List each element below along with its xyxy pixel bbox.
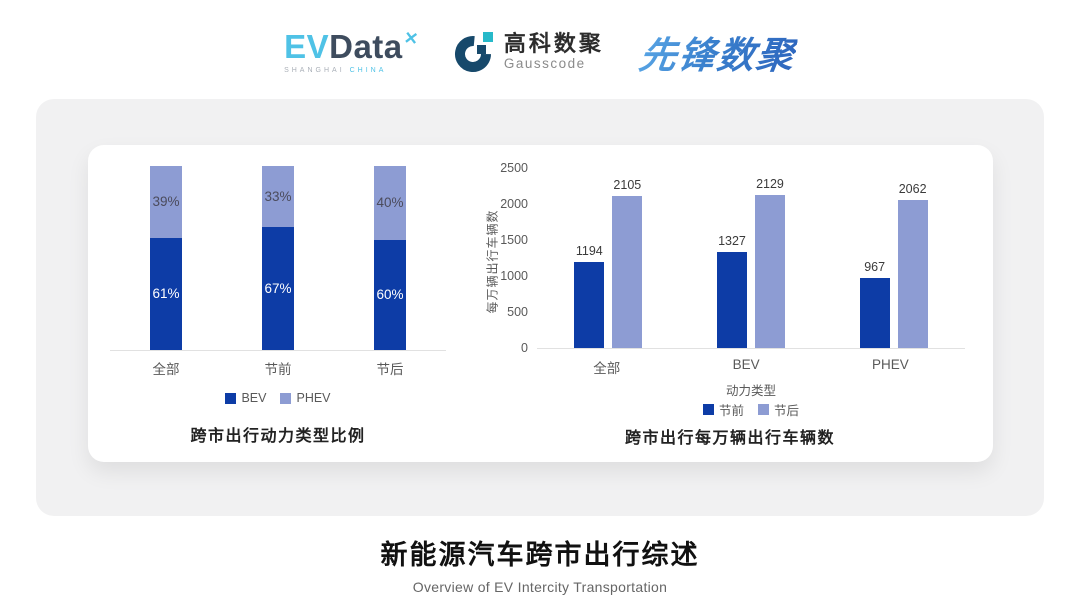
grouped-chart-legend-label: 节后	[774, 404, 800, 418]
evdata-wordmark: EV Data ✕	[284, 28, 420, 65]
grouped-chart-categories: 全部 BEV PHEV	[537, 357, 965, 377]
category-label: 全部	[152, 362, 180, 377]
y-axis-tick: 1000	[500, 269, 528, 283]
gausscode-text: 高科数聚 Gausscode	[504, 32, 604, 71]
stacked-bar: 39% 61%	[150, 166, 182, 350]
bar-segment: 60%	[374, 239, 406, 350]
evdata-logo: EV Data ✕ SHANGHAI CHINA	[284, 28, 420, 74]
bar-with-label: 2062	[897, 181, 928, 348]
gausscode-g-icon	[454, 32, 493, 72]
bar-segment: 40%	[374, 166, 406, 240]
stacked-chart-categories: 全部 节前 节后	[110, 358, 446, 378]
category-label: BEV	[732, 357, 760, 372]
stacked-bar: 40% 60%	[374, 166, 406, 350]
bar	[754, 194, 785, 348]
stacked-bar: 33% 67%	[262, 166, 294, 350]
bar-with-label: 1327	[716, 234, 747, 348]
category-label: 节前	[264, 362, 292, 377]
bar-value-label: 2129	[756, 176, 784, 191]
legend-swatch-icon	[280, 392, 292, 404]
gausscode-en-text: Gausscode	[503, 55, 586, 71]
bar	[716, 252, 747, 348]
y-axis-tick: 2000	[500, 197, 528, 211]
grouped-chart-legend: 节前 节后	[537, 400, 965, 419]
gausscode-cn-text: 高科数聚	[503, 31, 604, 57]
bar-segment: 67%	[262, 226, 294, 350]
summary-card: 39% 61% 33% 67% 40% 60% 全部 节前 节后 BEV PHEV 跨市出行动力…	[36, 99, 1044, 516]
bar	[574, 262, 605, 348]
gausscode-logo: 高科数聚 Gausscode	[454, 30, 604, 74]
bar-with-label: 2129	[754, 176, 785, 348]
evdata-china-text: CHINA	[349, 67, 387, 74]
grouped-chart-legend-item: 节后	[758, 400, 799, 419]
page-title: 新能源汽车跨市出行综述	[380, 540, 700, 570]
category-label: 全部	[593, 361, 621, 376]
pioneer-data-logo: 先锋数聚	[636, 25, 800, 79]
grouped-bar-chart: 0 500 1000 1500 2000 2500 每万辆出行车辆数 1194 2105 13…	[480, 159, 980, 449]
legend-swatch-icon	[225, 392, 237, 404]
stacked-bar-chart: 39% 61% 33% 67% 40% 60% 全部 节前 节后 BEV PHEV 跨市出行动力…	[110, 166, 446, 446]
evdata-data-text: Data	[329, 28, 403, 65]
y-axis-tick: 2500	[500, 161, 528, 175]
bar-group: 967 2062	[859, 181, 928, 348]
evdata-subtitle: SHANGHAI CHINA	[284, 67, 418, 74]
bar-with-label: 1194	[574, 244, 605, 348]
grouped-chart-plot: 1194 2105 1327 2129 967 2062	[537, 169, 965, 349]
stacked-chart-legend-item: PHEV	[280, 391, 331, 405]
category-label: 节后	[376, 362, 404, 377]
bar-group: 1194 2105	[574, 178, 643, 348]
y-axis-label: 每万辆出行车辆数	[485, 209, 500, 314]
bar	[897, 199, 928, 348]
page-subtitle: Overview of EV Intercity Transportation	[412, 579, 668, 595]
legend-swatch-icon	[758, 404, 769, 415]
legend-swatch-icon	[702, 404, 714, 415]
bar	[612, 196, 643, 348]
y-axis-tick: 1500	[500, 233, 528, 247]
grouped-chart-legend-label: 节前	[718, 404, 744, 418]
bar-value-label: 967	[864, 260, 886, 275]
stacked-chart-legend: BEV PHEV	[110, 391, 446, 405]
grouped-chart-title: 跨市出行每万辆出行车辆数	[624, 430, 835, 447]
footer: 新能源汽车跨市出行综述 Overview of EV Intercity Tra…	[0, 533, 1080, 595]
header: EV Data ✕ SHANGHAI CHINA 高科数聚 Gausscode …	[0, 22, 1080, 82]
evdata-shanghai-text: SHANGHAI	[284, 67, 345, 74]
charts-panel: 39% 61% 33% 67% 40% 60% 全部 节前 节后 BEV PHEV 跨市出行动力…	[88, 145, 993, 462]
stacked-chart-title: 跨市出行动力类型比例	[190, 428, 366, 445]
x-axis-label: 动力类型	[725, 384, 776, 398]
stacked-chart-plot: 39% 61% 33% 67% 40% 60%	[110, 166, 446, 351]
bar-segment: 33%	[262, 166, 294, 227]
bar-value-label: 2105	[613, 178, 642, 193]
y-axis-tick: 500	[507, 305, 528, 319]
bar-value-label: 1194	[575, 244, 603, 259]
bar	[859, 278, 890, 348]
category-label: PHEV	[872, 357, 909, 372]
bar-segment: 39%	[150, 166, 182, 238]
bar-with-label: 967	[859, 260, 890, 348]
evdata-star-icon: ✕	[402, 28, 420, 49]
y-axis-tick: 0	[521, 341, 528, 355]
stacked-chart-legend-label: BEV	[241, 391, 267, 405]
bar-group: 1327 2129	[716, 176, 785, 348]
bar-value-label: 2062	[898, 181, 927, 196]
bar-segment: 61%	[150, 237, 182, 350]
grouped-chart-legend-item: 节前	[702, 400, 744, 419]
bar-value-label: 1327	[718, 234, 746, 249]
stacked-chart-legend-item: BEV	[225, 391, 266, 405]
stacked-chart-legend-label: PHEV	[296, 391, 331, 405]
evdata-ev-text: EV	[284, 28, 330, 65]
bar-with-label: 2105	[612, 178, 643, 348]
